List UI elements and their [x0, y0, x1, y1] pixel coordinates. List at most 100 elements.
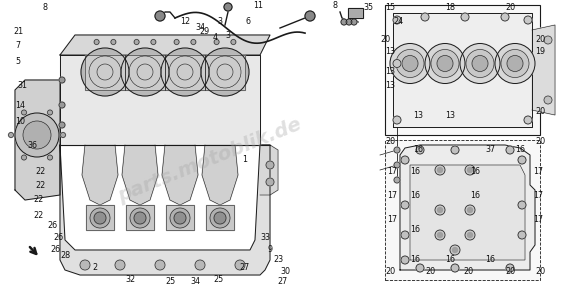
Text: 33: 33 — [260, 233, 270, 242]
Circle shape — [169, 56, 201, 88]
Circle shape — [544, 96, 552, 104]
Circle shape — [224, 3, 232, 11]
Circle shape — [416, 264, 424, 272]
Polygon shape — [260, 145, 278, 195]
Circle shape — [266, 161, 274, 169]
Circle shape — [121, 48, 169, 96]
Text: 23: 23 — [273, 255, 283, 264]
Text: 32: 32 — [125, 276, 135, 284]
Circle shape — [195, 260, 205, 270]
Circle shape — [80, 260, 90, 270]
Circle shape — [235, 260, 245, 270]
Polygon shape — [532, 25, 555, 115]
Polygon shape — [82, 145, 118, 205]
Circle shape — [467, 208, 472, 213]
Polygon shape — [393, 13, 532, 127]
Circle shape — [47, 110, 53, 115]
Text: 22: 22 — [33, 195, 43, 204]
Bar — [348, 8, 363, 18]
Text: 17: 17 — [533, 168, 543, 177]
Text: 28: 28 — [60, 251, 70, 260]
Text: 10: 10 — [15, 117, 25, 126]
Text: 16: 16 — [445, 255, 455, 264]
Text: 25: 25 — [213, 276, 223, 284]
Circle shape — [59, 122, 65, 128]
Circle shape — [416, 146, 424, 154]
Bar — [206, 205, 234, 230]
Text: 16: 16 — [470, 191, 480, 200]
Circle shape — [401, 156, 409, 164]
Circle shape — [174, 212, 186, 224]
Bar — [166, 205, 194, 230]
Text: 20: 20 — [535, 137, 545, 146]
Text: 26: 26 — [47, 220, 57, 229]
Text: 12: 12 — [180, 17, 190, 26]
Circle shape — [90, 208, 110, 228]
Circle shape — [231, 39, 236, 44]
Circle shape — [137, 64, 153, 80]
Circle shape — [465, 230, 475, 240]
Circle shape — [518, 231, 526, 239]
Text: 34: 34 — [190, 278, 200, 287]
Circle shape — [506, 146, 514, 154]
Circle shape — [21, 110, 27, 115]
Text: 17: 17 — [533, 191, 543, 200]
Text: 17: 17 — [387, 168, 397, 177]
Circle shape — [47, 155, 53, 160]
Polygon shape — [400, 145, 535, 270]
Circle shape — [518, 201, 526, 209]
Text: 22: 22 — [35, 168, 45, 177]
Text: parts.motoblik.de: parts.motoblik.de — [115, 114, 305, 206]
Text: 11: 11 — [253, 1, 263, 10]
Polygon shape — [162, 145, 198, 205]
Text: 20: 20 — [385, 137, 395, 146]
Text: 35: 35 — [363, 3, 373, 12]
Circle shape — [177, 64, 193, 80]
Circle shape — [23, 121, 51, 149]
Circle shape — [81, 48, 129, 96]
Text: 20: 20 — [535, 108, 545, 117]
Text: 13: 13 — [413, 110, 423, 119]
Circle shape — [191, 39, 196, 44]
Circle shape — [21, 155, 27, 160]
Circle shape — [129, 56, 161, 88]
Text: 15: 15 — [385, 3, 395, 12]
Text: 20: 20 — [385, 267, 395, 276]
Bar — [125, 55, 165, 90]
Circle shape — [524, 116, 532, 124]
Circle shape — [217, 64, 233, 80]
Circle shape — [438, 168, 442, 173]
Circle shape — [524, 16, 532, 24]
Circle shape — [460, 44, 500, 84]
Text: 7: 7 — [16, 41, 21, 50]
Circle shape — [201, 48, 249, 96]
Text: 16: 16 — [410, 255, 420, 264]
Circle shape — [60, 133, 65, 137]
Circle shape — [214, 39, 219, 44]
Text: 36: 36 — [27, 140, 37, 150]
Bar — [205, 55, 245, 90]
Circle shape — [390, 44, 430, 84]
Text: 20: 20 — [505, 3, 515, 12]
Bar — [86, 205, 114, 230]
Circle shape — [401, 231, 409, 239]
Circle shape — [450, 245, 460, 255]
Bar — [348, 8, 363, 18]
Bar — [385, 5, 540, 135]
Text: 6: 6 — [245, 17, 251, 26]
Circle shape — [394, 162, 400, 168]
Circle shape — [466, 50, 494, 77]
Circle shape — [438, 208, 442, 213]
Polygon shape — [122, 145, 158, 205]
Circle shape — [9, 133, 13, 137]
Circle shape — [451, 264, 459, 272]
Circle shape — [467, 168, 472, 173]
Text: 16: 16 — [410, 226, 420, 235]
Circle shape — [115, 260, 125, 270]
Text: 20: 20 — [463, 267, 473, 276]
Circle shape — [394, 147, 400, 153]
Circle shape — [59, 77, 65, 83]
Text: 13: 13 — [385, 48, 395, 57]
Circle shape — [401, 256, 409, 264]
Bar — [166, 205, 194, 230]
